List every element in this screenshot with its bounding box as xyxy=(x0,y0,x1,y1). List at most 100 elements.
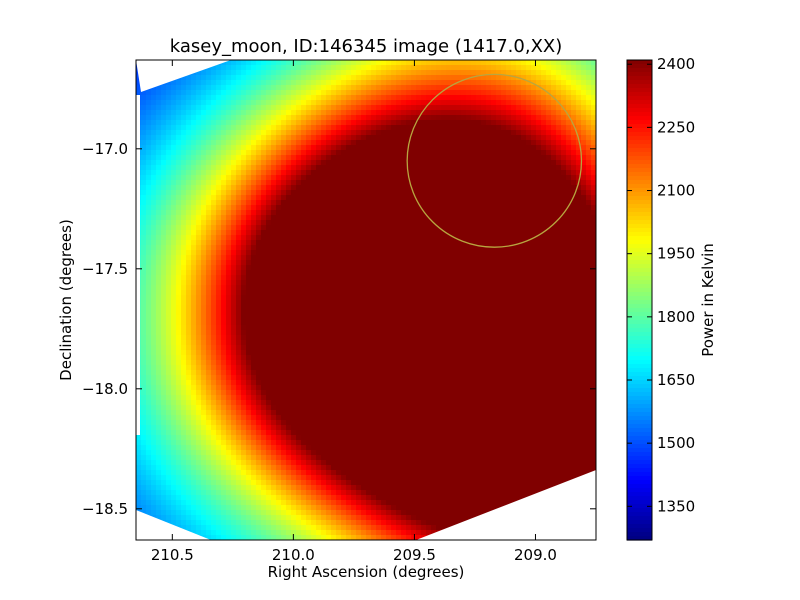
heatmap-cell xyxy=(261,305,267,311)
heatmap-cell xyxy=(456,125,462,131)
heatmap-cell xyxy=(541,210,547,216)
heatmap-cell xyxy=(176,190,182,196)
heatmap-cell xyxy=(231,300,237,306)
heatmap-cell xyxy=(436,145,442,151)
heatmap-cell xyxy=(276,90,282,96)
heatmap-cell xyxy=(291,120,297,126)
heatmap-cell xyxy=(421,320,427,326)
heatmap-cell xyxy=(441,190,447,196)
heatmap-cell xyxy=(196,245,202,251)
heatmap-cell xyxy=(291,125,297,131)
heatmap-cell xyxy=(406,135,412,141)
heatmap-cell xyxy=(591,130,596,136)
heatmap-cell xyxy=(261,65,267,71)
heatmap-cell xyxy=(186,275,192,281)
heatmap-cell xyxy=(586,280,592,286)
heatmap-cell xyxy=(496,280,502,286)
heatmap-cell xyxy=(291,290,297,296)
heatmap-cell xyxy=(436,155,442,161)
heatmap-cell xyxy=(166,210,172,216)
heatmap-cell xyxy=(436,235,442,241)
heatmap-cell xyxy=(266,290,272,296)
heatmap-cell xyxy=(316,245,322,251)
chart-title: kasey_moon, ID:146345 image (1417.0,XX) xyxy=(170,36,563,57)
heatmap-cell xyxy=(556,300,562,306)
heatmap-cell xyxy=(476,185,482,191)
heatmap-cell xyxy=(171,310,177,316)
heatmap-cell xyxy=(456,160,462,166)
heatmap-cell xyxy=(276,115,282,121)
heatmap-cell xyxy=(581,295,587,301)
heatmap-cell xyxy=(296,115,302,121)
heatmap-cell xyxy=(406,160,412,166)
heatmap-cell xyxy=(301,195,307,201)
heatmap-cell xyxy=(421,300,427,306)
heatmap-cell xyxy=(276,105,282,111)
heatmap-cell xyxy=(451,275,457,281)
heatmap-cell xyxy=(551,295,557,301)
heatmap-cell xyxy=(286,255,292,261)
heatmap-cell xyxy=(351,75,357,81)
heatmap-cell xyxy=(576,165,582,171)
heatmap-cell xyxy=(241,250,247,256)
heatmap-cell xyxy=(166,240,172,246)
heatmap-cell xyxy=(586,265,592,271)
heatmap-cell xyxy=(346,185,352,191)
heatmap-cell xyxy=(211,295,217,301)
heatmap-cell xyxy=(481,145,487,151)
heatmap-cell xyxy=(451,225,457,231)
heatmap-cell xyxy=(556,280,562,286)
heatmap-cell xyxy=(176,310,182,316)
heatmap-cell xyxy=(436,230,442,236)
heatmap-cell xyxy=(291,320,297,326)
heatmap-cell xyxy=(181,95,187,101)
heatmap-cell xyxy=(511,280,517,286)
heatmap-cell xyxy=(266,200,272,206)
heatmap-cell xyxy=(326,175,332,181)
heatmap-cell xyxy=(491,265,497,271)
heatmap-cell xyxy=(271,175,277,181)
heatmap-cell xyxy=(441,110,447,116)
heatmap-cell xyxy=(501,125,507,131)
heatmap-cell xyxy=(436,270,442,276)
heatmap-cell xyxy=(266,235,272,241)
heatmap-cell xyxy=(381,305,387,311)
heatmap-cell xyxy=(556,190,562,196)
heatmap-cell xyxy=(226,95,232,101)
heatmap-cell xyxy=(446,225,452,231)
heatmap-cell xyxy=(516,95,522,101)
heatmap-cell xyxy=(176,220,182,226)
heatmap-cell xyxy=(391,300,397,306)
heatmap-cell xyxy=(206,125,212,131)
heatmap-cell xyxy=(411,260,417,266)
heatmap-cell xyxy=(516,190,522,196)
heatmap-cell xyxy=(166,290,172,296)
heatmap-cell xyxy=(576,280,582,286)
heatmap-cell xyxy=(496,195,502,201)
heatmap-cell xyxy=(156,135,162,141)
heatmap-cell xyxy=(351,145,357,151)
heatmap-cell xyxy=(451,325,457,331)
heatmap-cell xyxy=(546,195,552,201)
heatmap-cell xyxy=(501,165,507,171)
heatmap-cell xyxy=(226,65,232,71)
heatmap-cell xyxy=(331,220,337,226)
heatmap-cell xyxy=(466,125,472,131)
heatmap-cell xyxy=(421,65,427,71)
heatmap-cell xyxy=(366,220,372,226)
heatmap-cell xyxy=(436,220,442,226)
heatmap-cell xyxy=(436,325,442,331)
heatmap-cell xyxy=(251,295,257,301)
heatmap-cell xyxy=(496,185,502,191)
heatmap-cell xyxy=(271,75,277,81)
heatmap-cell xyxy=(466,135,472,141)
heatmap-cell xyxy=(456,150,462,156)
heatmap-cell xyxy=(501,265,507,271)
heatmap-cell xyxy=(406,320,412,326)
heatmap-cell xyxy=(506,260,512,266)
heatmap-cell xyxy=(591,270,596,276)
heatmap-cell xyxy=(361,325,367,331)
heatmap-cell xyxy=(321,155,327,161)
heatmap-cell xyxy=(396,75,402,81)
heatmap-cell xyxy=(571,100,577,106)
